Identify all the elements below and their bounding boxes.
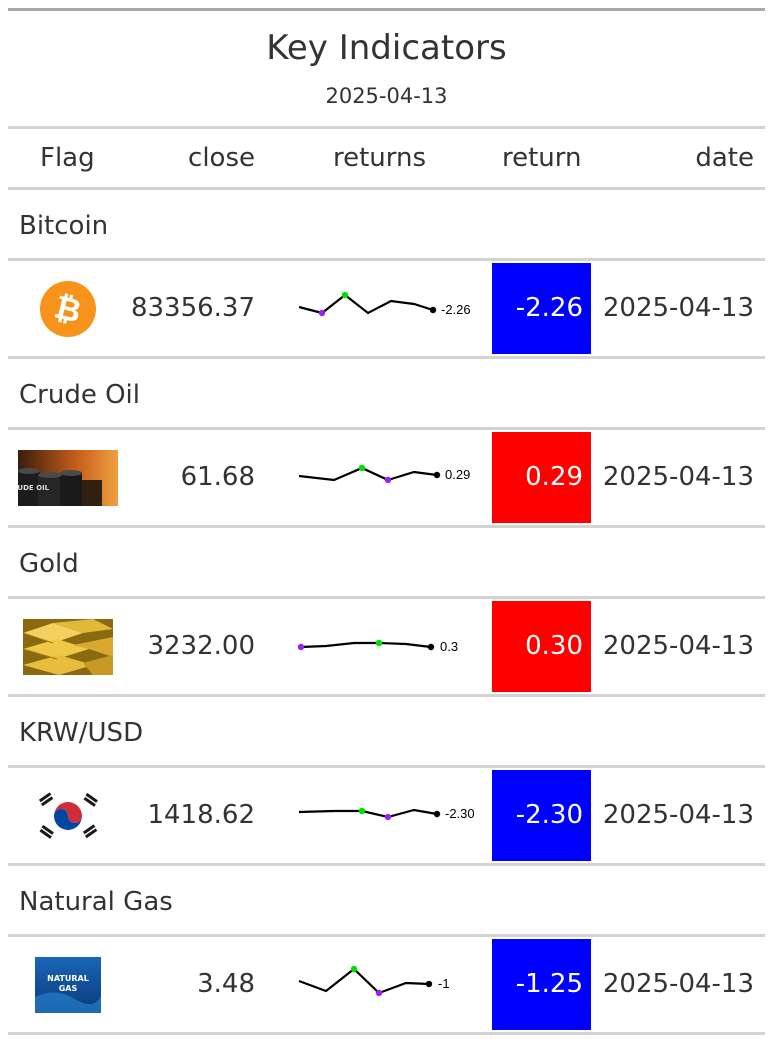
date-value: 2025-04-13 [602, 462, 754, 492]
natural-gas-image: NATURAL GAS [18, 937, 118, 1032]
column-header-close[interactable]: close [188, 143, 255, 173]
returns-sparkline: 0.3 [297, 599, 498, 694]
natural-gas-text-1: NATURAL [47, 974, 89, 983]
table-subtitle: 2025-04-13 [325, 84, 448, 108]
row-rule [8, 356, 765, 359]
close-value: 3232.00 [147, 631, 255, 661]
group-label: Crude Oil [19, 380, 140, 410]
return-value: -2.26 [492, 263, 591, 354]
group-label: Bitcoin [19, 211, 109, 241]
header-bottom-rule [8, 187, 765, 190]
group-label: KRW/USD [19, 718, 144, 748]
sparkline-last-point [429, 306, 437, 314]
table-title: Key Indicators [266, 28, 507, 68]
sparkline-last-point [425, 980, 433, 988]
group-label: Gold [19, 549, 79, 579]
close-value: 83356.37 [130, 293, 255, 323]
return-value: 0.29 [492, 432, 591, 523]
sparkline-label: -2.30 [445, 806, 475, 821]
column-header-flag[interactable]: Flag [40, 143, 95, 173]
header-top-rule [8, 126, 765, 129]
table-row: 1418.62 -2.30 -2.30 2025-04-13 [8, 768, 765, 863]
sparkline-min-point [384, 813, 392, 821]
group-rule [8, 934, 765, 937]
returns-sparkline: -2.30 [298, 768, 498, 863]
group-rule [8, 427, 765, 430]
sparkline-label: 0.3 [440, 639, 458, 654]
sparkline-label: -2.26 [441, 302, 471, 317]
top-border [8, 8, 765, 11]
row-rule [8, 694, 765, 697]
returns-sparkline: 0.29 [298, 430, 498, 525]
returns-sparkline: -2.26 [298, 261, 498, 356]
group-header-bitcoin: Bitcoin [8, 190, 765, 258]
sparkline-max-point [341, 291, 349, 299]
bitcoin-icon: ₿ [18, 261, 118, 356]
table-row: 3232.00 0.3 0.30 2025-04-13 [8, 599, 765, 694]
sparkline-last-point [433, 810, 441, 818]
sparkline-last-point [433, 471, 441, 479]
row-rule [8, 863, 765, 866]
group-rule [8, 596, 765, 599]
row-rule [8, 525, 765, 528]
column-header-returns[interactable]: returns [333, 143, 427, 173]
sparkline-max-point [350, 965, 358, 973]
table-row: CRUDE OIL 61.68 0.29 0.29 2025-04-13 [8, 430, 765, 525]
key-indicators-table: Key Indicators 2025-04-13 Flag close ret… [8, 8, 765, 1035]
sparkline-last-point [427, 643, 435, 651]
gold-bars-image [18, 599, 118, 694]
close-value: 3.48 [197, 969, 255, 999]
row-rule [8, 1032, 765, 1035]
group-rule [8, 258, 765, 261]
sparkline-label: -1 [438, 976, 450, 991]
oil-barrel-text: CRUDE OIL [18, 484, 50, 492]
sparkline-label: 0.29 [445, 467, 470, 482]
return-value: 0.30 [492, 601, 591, 692]
return-value: -1.25 [492, 939, 591, 1030]
date-value: 2025-04-13 [602, 800, 754, 830]
return-value: -2.30 [492, 770, 591, 861]
column-header-return[interactable]: return [502, 143, 582, 173]
group-header-krw-usd: KRW/USD [8, 697, 765, 765]
date-value: 2025-04-13 [602, 969, 754, 999]
crude-oil-image: CRUDE OIL [18, 430, 118, 525]
date-value: 2025-04-13 [602, 293, 754, 323]
sparkline-min-point [384, 476, 392, 484]
column-header-date[interactable]: date [695, 143, 754, 173]
group-label: Natural Gas [19, 887, 173, 917]
table-row: ₿ 83356.37 -2.26 -2.26 2025-04-13 [8, 261, 765, 356]
column-header-row: Flag close returns return date [8, 129, 765, 187]
close-value: 1418.62 [147, 800, 255, 830]
close-value: 61.68 [180, 462, 255, 492]
sparkline-max-point [375, 639, 383, 647]
date-value: 2025-04-13 [602, 631, 754, 661]
table-row: NATURAL GAS 3.48 -1 -1.25 2025-04-13 [8, 937, 765, 1032]
sparkline-min-point [297, 643, 305, 651]
natural-gas-text-2: GAS [59, 984, 78, 993]
group-header-crude-oil: Crude Oil [8, 359, 765, 427]
south-korea-flag-icon [18, 768, 118, 863]
sparkline-min-point [375, 989, 383, 997]
group-header-gold: Gold [8, 528, 765, 596]
sparkline-min-point [318, 309, 326, 317]
sparkline-max-point [358, 807, 366, 815]
group-header-natural-gas: Natural Gas [8, 866, 765, 934]
returns-sparkline: -1 [298, 937, 498, 1032]
sparkline-max-point [358, 464, 366, 472]
group-rule [8, 765, 765, 768]
